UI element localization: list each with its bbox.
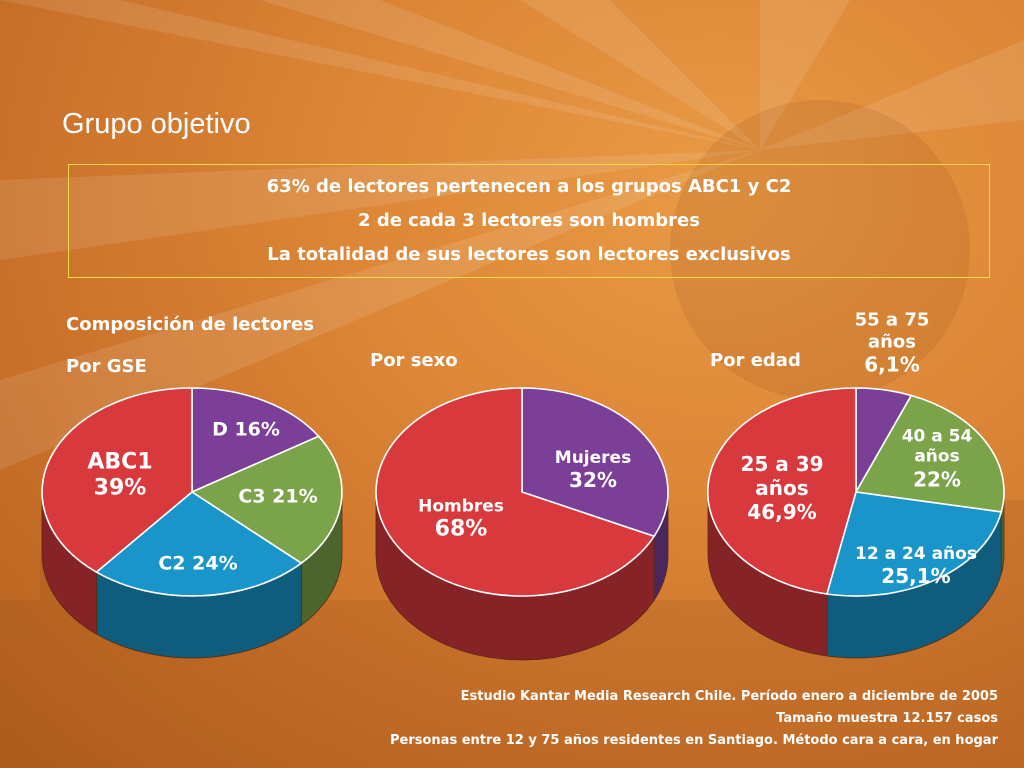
highlights-box: 63% de lectores pertenecen a los grupos … <box>68 164 990 278</box>
section-title: Composición de lectores <box>66 314 314 335</box>
highlight-line: 63% de lectores pertenecen a los grupos … <box>266 176 792 197</box>
pie-slice-1-1 <box>375 387 656 597</box>
pie-slice-0-1 <box>190 435 343 565</box>
pie-slice-0-3 <box>41 387 193 574</box>
pie-label-55-75: 55 a 75 años 6,1% <box>854 309 930 377</box>
pie-slice-2-2 <box>825 491 1003 597</box>
pie-label-c2: C2 24% <box>158 552 238 575</box>
chart-title-edad: Por edad <box>710 350 801 371</box>
footer-line: Estudio Kantar Media Research Chile. Per… <box>460 689 998 704</box>
pie-label-abc1: ABC1 39% <box>87 449 153 501</box>
pie-slice-1-0 <box>521 387 669 538</box>
pie-slice-2-3 <box>707 387 857 595</box>
pie-slice-0-0 <box>191 387 320 494</box>
pie-label-d: D 16% <box>212 418 280 441</box>
pie-label-12-24: 12 a 24 años 25,1% <box>855 543 977 589</box>
pie-label-mujeres: Mujeres 32% <box>554 447 632 493</box>
footer-notes: Estudio Kantar Media Research Chile. Per… <box>390 686 998 752</box>
pie-label-40-54: 40 a 54 años 22% <box>901 426 973 492</box>
pie-label-c3: C3 21% <box>238 485 318 508</box>
chart-title-gse: Por GSE <box>66 356 147 377</box>
highlight-line: La totalidad de sus lectores son lectore… <box>267 244 791 265</box>
footer-line: Tamaño muestra 12.157 casos <box>776 711 998 726</box>
pie-slice-0-2 <box>95 491 303 597</box>
footer-line: Personas entre 12 y 75 años residentes e… <box>390 733 998 748</box>
pie-slice-2-1 <box>854 394 1005 513</box>
page-title: Grupo objetivo <box>62 108 251 140</box>
pie-label-25-39: 25 a 39 años 46,9% <box>740 452 824 524</box>
pie-label-hombres: Hombres 68% <box>418 496 504 542</box>
chart-title-sexo: Por sexo <box>370 350 458 371</box>
highlight-line: 2 de cada 3 lectores son hombres <box>358 210 700 231</box>
